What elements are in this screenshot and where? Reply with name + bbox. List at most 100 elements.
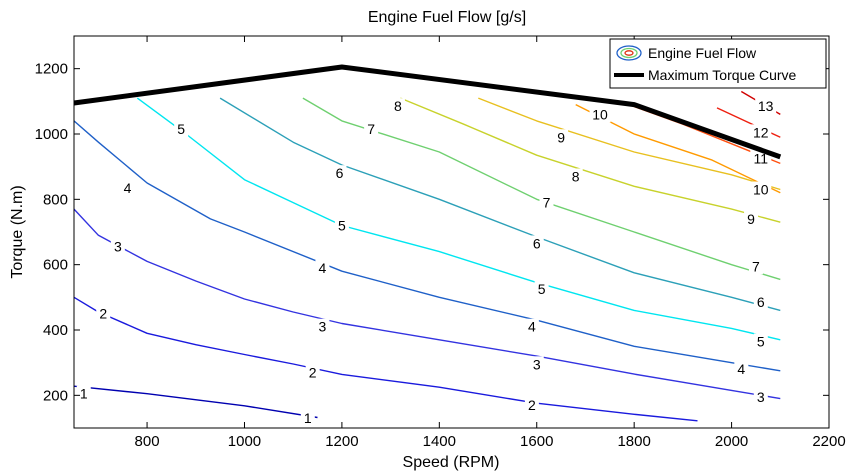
x-tick-label: 1800 — [617, 433, 650, 450]
contour-label-bg — [529, 235, 544, 252]
y-axis-ticks: 200 400 600 800 1000 1200 — [35, 61, 829, 404]
y-tick-label: 400 — [43, 322, 68, 339]
contour-label-bg — [364, 121, 379, 138]
contour-line-7 — [302, 97, 781, 281]
contour-label-bg — [315, 259, 330, 276]
contour-label-bg — [96, 305, 111, 322]
contour-label-bg — [539, 194, 554, 211]
x-tick-label: 2200 — [812, 433, 845, 450]
y-tick-label: 800 — [43, 191, 68, 208]
contour-label: 2 — [309, 364, 317, 380]
x-axis-ticks: 800 1000 1200 1400 1600 1800 2000 2200 — [135, 36, 846, 450]
contour-label-bg — [332, 165, 347, 182]
contour-label: 11 — [754, 151, 769, 167]
contour-label: 8 — [394, 98, 402, 114]
contour-label: 4 — [528, 319, 536, 335]
contour-line-3 — [73, 208, 781, 400]
contour-label-bg — [315, 318, 330, 335]
contour-label: 6 — [336, 165, 344, 181]
y-axis-title: Torque (N.m) — [9, 185, 26, 278]
contour-label-bg — [76, 385, 91, 402]
contour-label: 4 — [124, 180, 132, 196]
max-torque-curve-layer — [73, 64, 782, 160]
contour-label: 4 — [319, 260, 327, 276]
contour-label-bg — [524, 318, 539, 335]
contour-label-bg — [554, 129, 569, 146]
contour-label: 7 — [752, 258, 760, 274]
contour-label: 2 — [528, 397, 536, 413]
contour-label-bg — [534, 281, 549, 298]
contour-label: 3 — [757, 389, 765, 405]
contour-label: 5 — [338, 217, 346, 233]
contour-label: 10 — [592, 106, 608, 122]
max-torque-curve — [73, 64, 782, 160]
contour-label-bg — [305, 364, 320, 381]
x-tick-label: 1000 — [228, 433, 261, 450]
y-tick-label: 1200 — [35, 61, 68, 78]
contour-label-bg — [524, 397, 539, 414]
contour-label-bg — [755, 98, 777, 115]
y-tick-label: 200 — [43, 387, 68, 404]
contour-label-bg — [529, 356, 544, 373]
contour-label-bg — [753, 388, 768, 405]
contour-label: 9 — [557, 129, 565, 145]
x-tick-label: 1200 — [325, 433, 358, 450]
legend-box — [609, 38, 827, 89]
contour-label: 3 — [533, 356, 541, 372]
contour-label-bg — [334, 217, 349, 234]
contour-line-8 — [400, 97, 781, 223]
contour-label-bg — [174, 121, 189, 138]
contour-label: 1 — [304, 410, 312, 426]
contour-label: 5 — [757, 333, 765, 349]
contour-label: 7 — [543, 195, 551, 211]
chart-title: Engine Fuel Flow [g/s] — [368, 9, 526, 26]
contour-label-bg — [748, 258, 763, 275]
y-tick-label: 1000 — [35, 126, 68, 143]
contour-label: 6 — [533, 235, 541, 251]
x-tick-label: 2000 — [715, 433, 748, 450]
x-tick-label: 1400 — [423, 433, 456, 450]
x-tick-label: 800 — [135, 433, 160, 450]
contour-line-4 — [73, 120, 781, 372]
contour-label-bg — [110, 238, 125, 255]
contour-label-bg — [589, 106, 611, 123]
contour-label: 5 — [177, 121, 185, 137]
contour-label-bg — [750, 181, 772, 198]
contour-label: 13 — [758, 98, 774, 114]
contour-label: 6 — [757, 294, 765, 310]
axes-box — [73, 35, 830, 429]
contour-label-bg — [753, 333, 768, 350]
axes: 800 1000 1200 1400 1600 1800 2000 2200 20040060… — [35, 35, 846, 450]
contour-label: 1 — [80, 386, 88, 402]
legend-entry-fuel-flow: Engine Fuel Flow — [648, 45, 757, 61]
contour-line-1 — [73, 385, 318, 419]
contour-line-5 — [136, 97, 781, 341]
contour-label-bg — [390, 98, 405, 115]
contour-label-bg — [753, 294, 768, 311]
y-tick-label: 600 — [43, 257, 68, 274]
contour-line-6 — [219, 97, 781, 312]
legend: Engine Fuel Flow Maximum Torque Curve — [609, 38, 827, 89]
contour-label-bg — [750, 124, 772, 141]
contour-line-9 — [478, 97, 781, 191]
contour-label: 7 — [367, 121, 375, 137]
contour-label: 3 — [319, 319, 327, 335]
x-axis-title: Speed (RPM) — [403, 454, 500, 471]
x-tick-label: 1600 — [520, 433, 553, 450]
contour-label: 3 — [114, 239, 122, 255]
contour-label: 12 — [753, 124, 769, 140]
contour-label-bg — [750, 150, 772, 167]
contour-label: 2 — [99, 306, 107, 322]
contour-line-2 — [73, 296, 698, 422]
legend-contour-icon — [616, 45, 642, 61]
contour-label-bg — [744, 210, 759, 227]
contour-label-bg — [734, 361, 749, 378]
contour-label-bg — [120, 179, 135, 196]
contour-label-bg — [300, 410, 315, 427]
contour-label: 8 — [572, 168, 580, 184]
contour-label: 4 — [737, 361, 745, 377]
contour-label: 9 — [747, 211, 755, 227]
